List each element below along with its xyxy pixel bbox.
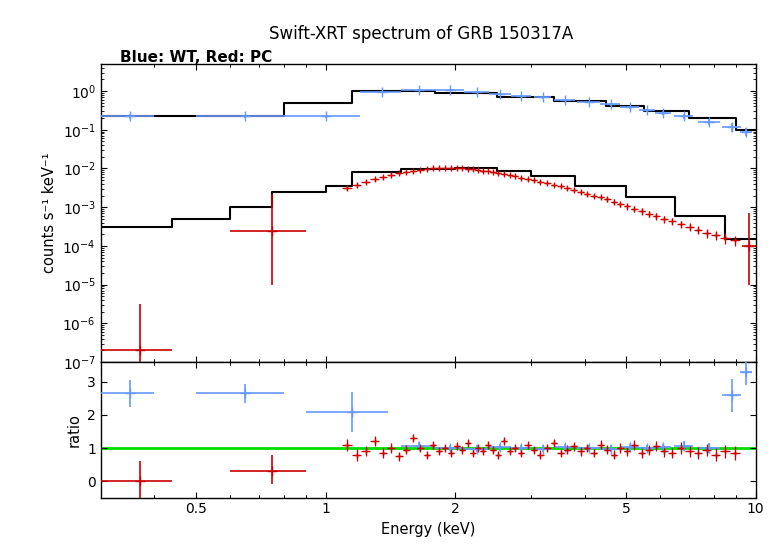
Y-axis label: counts s⁻¹ keV⁻¹: counts s⁻¹ keV⁻¹ (42, 153, 57, 273)
X-axis label: Energy (keV): Energy (keV) (381, 522, 475, 537)
Text: Blue: WT, Red: PC: Blue: WT, Red: PC (120, 50, 272, 65)
Y-axis label: ratio: ratio (67, 413, 81, 447)
Text: Swift-XRT spectrum of GRB 150317A: Swift-XRT spectrum of GRB 150317A (269, 25, 573, 43)
